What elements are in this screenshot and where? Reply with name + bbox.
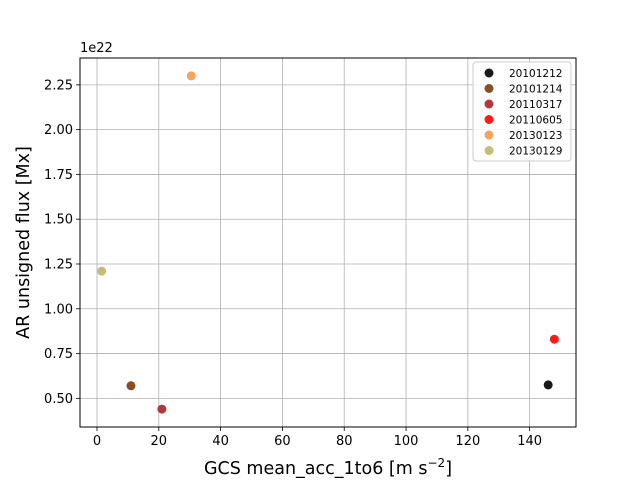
y-tick-label: 1.00: [44, 302, 73, 317]
legend-label: 20101214: [509, 84, 563, 96]
y-tick-label: 1.75: [44, 168, 73, 183]
data-point-20101212: [543, 380, 553, 390]
legend-box: [472, 61, 572, 162]
axis-ticks: 0 20 40 60 80 100 120 140 0.50 0.75 1.00 1.25 1.50 1.…: [44, 78, 542, 449]
legend-marker: [484, 130, 494, 140]
x-tick-label: 120: [455, 434, 480, 449]
legend-label: 20130129: [509, 146, 562, 158]
y-tick-label: 0.50: [44, 392, 73, 407]
y-tick-label: 2.25: [44, 78, 73, 93]
legend-label: 20110317: [509, 99, 562, 111]
x-tick-label: 40: [212, 434, 229, 449]
y-tick-label: 1.25: [44, 257, 73, 272]
x-tick-label: 140: [517, 434, 542, 449]
legend-marker: [484, 115, 494, 124]
x-tick-label: 100: [394, 434, 419, 449]
legend-label: 20130123: [509, 130, 562, 142]
x-tick-label: 0: [93, 434, 101, 449]
data-points: [97, 71, 559, 414]
data-point-20110605: [549, 334, 559, 344]
legend-label: 20101212: [509, 68, 562, 80]
data-point-20110317: [157, 404, 167, 414]
data-point-20130129: [97, 266, 107, 276]
y-tick-label: 2.00: [44, 123, 73, 138]
data-point-20130123: [186, 71, 196, 81]
x-tick-label: 80: [336, 434, 353, 449]
legend-marker: [484, 99, 494, 109]
x-tick-label: 20: [151, 434, 168, 449]
legend-marker: [484, 84, 494, 93]
y-offset-label: 1e22: [80, 41, 113, 56]
x-axis-label: GCS mean_acc_1to6 [m s−2]: [204, 456, 452, 479]
plot-frame: [79, 57, 577, 428]
legend-label: 20110605: [509, 115, 562, 127]
legend-marker: [484, 68, 494, 78]
legend-marker: [484, 146, 494, 155]
data-point-20101214: [126, 381, 136, 391]
legend: 20101212 20101214 20110317 20110605 20130123…: [472, 61, 572, 162]
y-axis-label: AR unsigned flux [Mx]: [14, 146, 34, 339]
y-tick-label: 0.75: [44, 347, 73, 362]
y-tick-label: 1.50: [44, 213, 73, 228]
grid: [80, 58, 576, 427]
x-tick-label: 60: [274, 434, 291, 449]
